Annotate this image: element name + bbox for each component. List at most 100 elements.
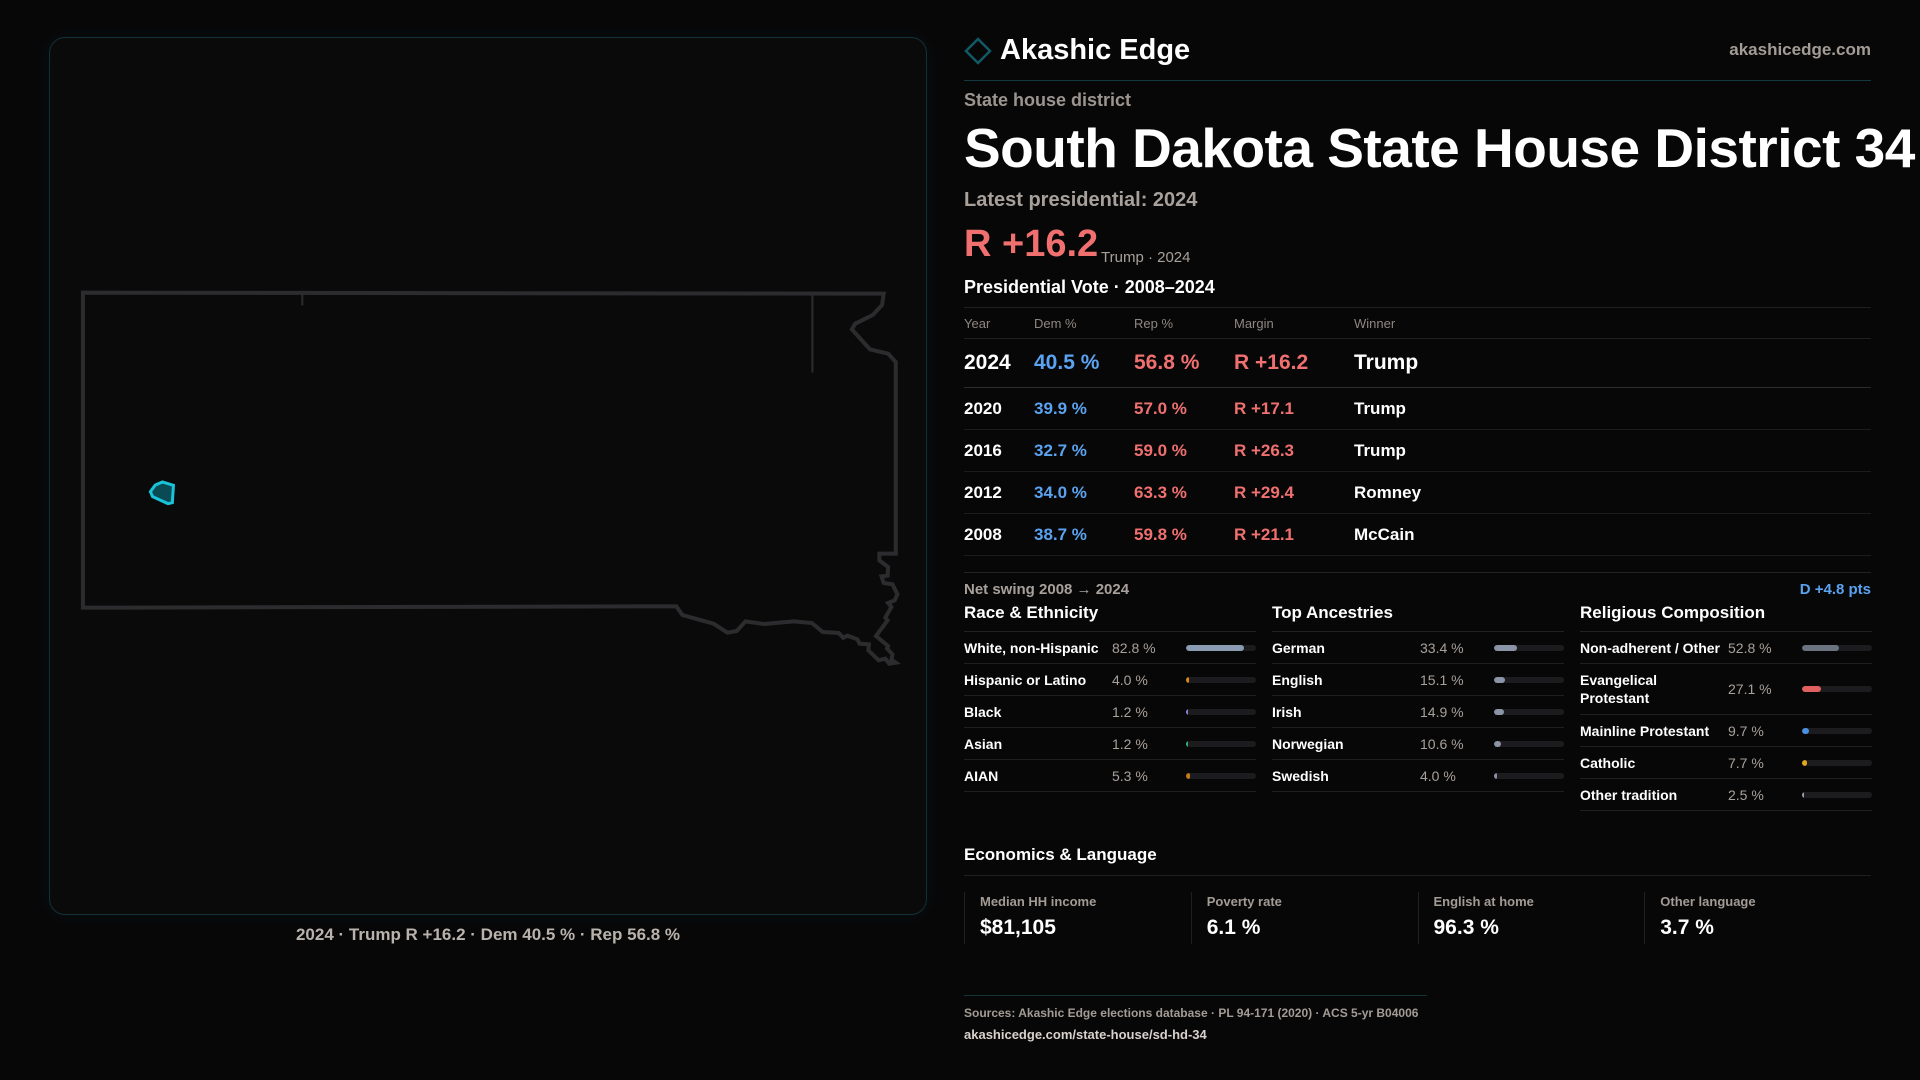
- latest-margin-sub: Trump · 2024: [1101, 249, 1191, 266]
- col-winner: Winner: [1354, 307, 1871, 339]
- economics-cards: Median HH income $81,105 Poverty rate 6.1 …: [964, 892, 1871, 944]
- cell-winner: Romney: [1354, 471, 1871, 514]
- item-value: 1.2 %: [1112, 735, 1148, 752]
- table-row: 2012 34.0 % 63.3 % R +29.4 Romney: [964, 471, 1871, 514]
- stat-label: Median HH income: [980, 894, 1097, 909]
- net-swing-value: D +4.8 pts: [1799, 581, 1871, 598]
- share-bar: [1494, 644, 1564, 651]
- item-label: English: [1272, 671, 1323, 688]
- list-item: Black 1.2 %: [964, 696, 1256, 728]
- share-bar: [1802, 686, 1872, 692]
- stat-card: Other language 3.7 %: [1644, 892, 1871, 944]
- item-value: 27.1 %: [1728, 681, 1772, 697]
- cell-winner: Trump: [1354, 429, 1871, 472]
- list-item: Swedish 4.0 %: [1272, 760, 1564, 792]
- stat-value: 96.3 %: [1433, 916, 1499, 939]
- item-value: 4.0 %: [1112, 671, 1148, 688]
- share-bar-fill: [1802, 686, 1821, 692]
- item-label: Hispanic or Latino: [964, 671, 1087, 688]
- item-label: White, non-Hispanic: [964, 639, 1099, 656]
- item-label: Asian: [964, 735, 1003, 752]
- cell-margin: R +16.2: [1234, 338, 1354, 388]
- cell-rep: 57.0 %: [1134, 387, 1234, 430]
- cell-margin: R +26.3: [1234, 429, 1354, 472]
- item-value: 7.7 %: [1728, 754, 1764, 771]
- district-highlight[interactable]: [150, 482, 173, 504]
- item-value: 2.5 %: [1728, 786, 1764, 803]
- cell-year: 2016: [964, 429, 1034, 472]
- share-bar-fill: [1802, 727, 1809, 734]
- page-url[interactable]: akashicedge.com/state-house/sd-hd-34: [964, 1027, 1207, 1042]
- header-divider: [964, 80, 1871, 81]
- item-value: 82.8 %: [1112, 639, 1156, 656]
- cell-dem: 32.7 %: [1034, 429, 1134, 472]
- share-bar-fill: [1186, 772, 1190, 779]
- cell-rep: 59.8 %: [1134, 513, 1234, 556]
- cell-rep: 63.3 %: [1134, 471, 1234, 514]
- race-title: Race & Ethnicity: [964, 603, 1256, 632]
- item-label: Evangelical Protestant: [1580, 672, 1658, 706]
- col-year: Year: [964, 307, 1034, 339]
- table-row: 2016 32.7 % 59.0 % R +26.3 Trump: [964, 429, 1871, 472]
- cell-dem: 39.9 %: [1034, 387, 1134, 430]
- share-bar: [1494, 676, 1564, 683]
- share-bar-fill: [1802, 791, 1804, 798]
- list-item: AIAN 5.3 %: [964, 760, 1256, 792]
- item-label: Irish: [1272, 703, 1302, 720]
- stat-card: Median HH income $81,105: [964, 892, 1191, 944]
- cell-winner: Trump: [1354, 387, 1871, 430]
- share-bar-fill: [1802, 644, 1839, 651]
- item-value: 14.9 %: [1420, 703, 1464, 720]
- stat-label: Other language: [1660, 894, 1756, 909]
- share-bar-fill: [1186, 644, 1244, 651]
- share-bar: [1186, 772, 1256, 779]
- brand-logo[interactable]: Akashic Edge: [964, 34, 1190, 67]
- item-label: German: [1272, 639, 1325, 656]
- item-label: Catholic: [1580, 754, 1636, 771]
- state-outline: [83, 293, 897, 664]
- share-bar-fill: [1494, 772, 1497, 779]
- item-label: Swedish: [1272, 767, 1329, 784]
- share-bar: [1186, 644, 1256, 651]
- cell-rep: 59.0 %: [1134, 429, 1234, 472]
- stat-card: Poverty rate 6.1 %: [1190, 892, 1418, 944]
- stat-card: English at home 96.3 %: [1417, 892, 1645, 944]
- cell-dem: 34.0 %: [1034, 471, 1134, 514]
- list-item: Asian 1.2 %: [964, 728, 1256, 760]
- share-bar: [1802, 791, 1872, 798]
- stat-value: 3.7 %: [1660, 916, 1714, 939]
- share-bar: [1802, 727, 1872, 734]
- footer-divider: [964, 995, 1427, 996]
- presidential-table: Year Dem % Rep % Margin Winner 2024 40.5 …: [964, 307, 1871, 556]
- stat-value: 6.1 %: [1206, 916, 1261, 939]
- cell-dem: 38.7 %: [1034, 513, 1134, 556]
- item-value: 5.3 %: [1112, 767, 1148, 784]
- table-row: 2020 39.9 % 57.0 % R +17.1 Trump: [964, 387, 1871, 430]
- religion-title: Religious Composition: [1580, 603, 1872, 632]
- share-bar-fill: [1186, 676, 1189, 683]
- table-row: 2024 40.5 % 56.8 % R +16.2 Trump: [964, 338, 1871, 388]
- cell-winner: Trump: [1354, 338, 1871, 388]
- site-link[interactable]: akashicedge.com: [1729, 40, 1871, 59]
- religion-section: Religious Composition Non-adherent / Othe…: [1580, 603, 1872, 811]
- share-bar-fill: [1494, 708, 1505, 715]
- list-item: English 15.1 %: [1272, 664, 1564, 696]
- cell-year: 2012: [964, 471, 1034, 514]
- cell-year: 2024: [964, 338, 1034, 388]
- net-swing: Net swing 2008 → 2024 D +4.8 pts: [964, 572, 1871, 598]
- item-value: 1.2 %: [1112, 703, 1148, 720]
- item-label: Non-adherent / Other: [1580, 639, 1721, 656]
- economics-title: Economics & Language: [964, 845, 1871, 876]
- list-item: Other tradition 2.5 %: [1580, 779, 1872, 811]
- item-label: Other tradition: [1580, 786, 1678, 803]
- list-item: Irish 14.9 %: [1272, 696, 1564, 728]
- district-map[interactable]: [49, 37, 927, 915]
- share-bar: [1186, 676, 1256, 683]
- item-label: Norwegian: [1272, 735, 1344, 752]
- list-item: German 33.4 %: [1272, 632, 1564, 664]
- item-value: 10.6 %: [1420, 735, 1464, 752]
- col-rep: Rep %: [1134, 307, 1234, 339]
- share-bar: [1186, 740, 1256, 747]
- share-bar: [1494, 772, 1564, 779]
- cell-year: 2008: [964, 513, 1034, 556]
